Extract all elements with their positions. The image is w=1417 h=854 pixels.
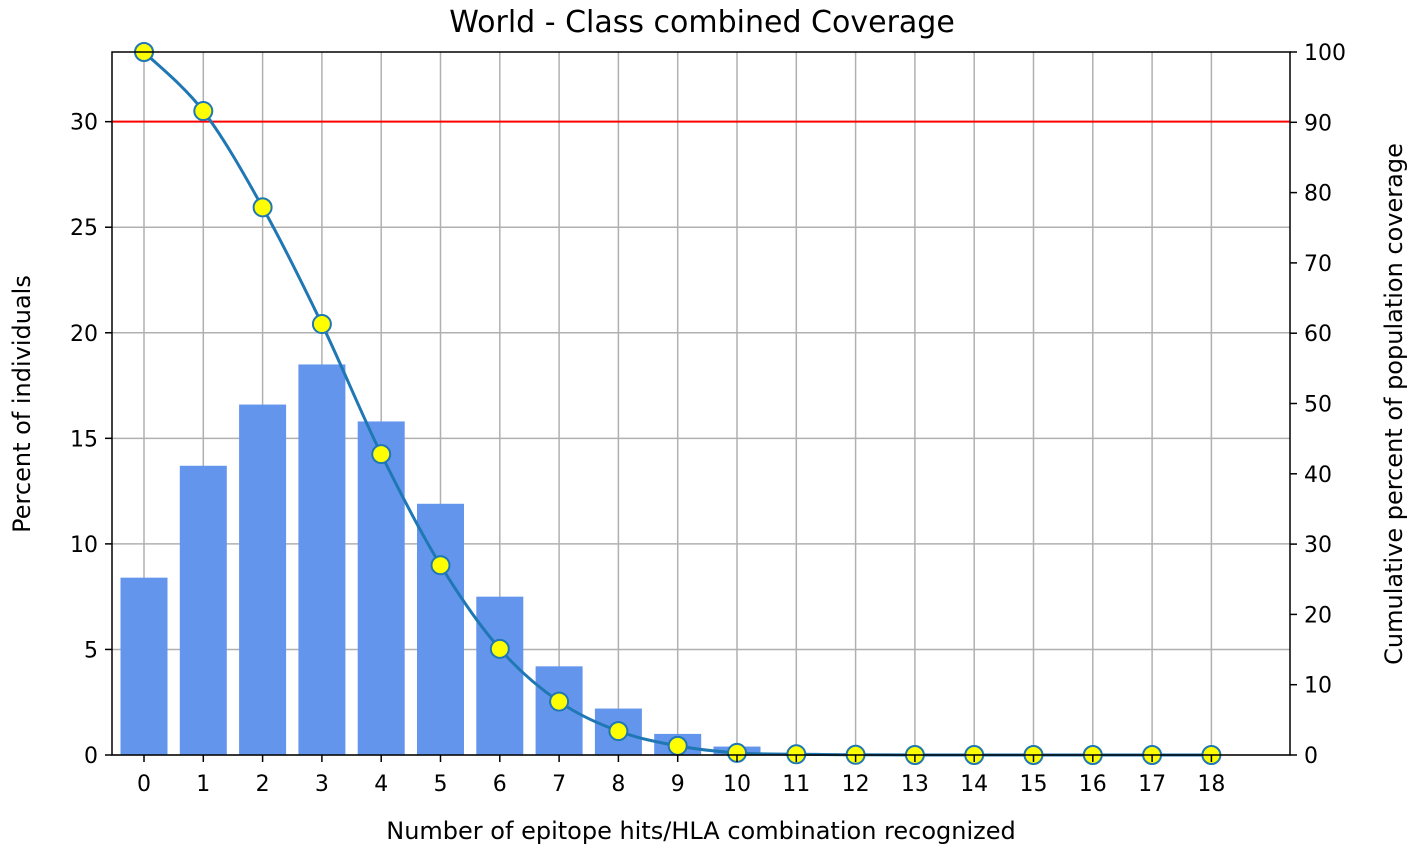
coverage-point	[252, 197, 273, 218]
bar	[179, 465, 227, 755]
x-tick-label: 2	[256, 772, 270, 797]
coverage-point	[371, 444, 392, 465]
bar-layer	[120, 364, 880, 755]
bar	[476, 596, 524, 755]
coverage-point	[667, 735, 688, 756]
x-tick-label: 16	[1079, 772, 1107, 797]
x-tick-label: 17	[1138, 772, 1166, 797]
y2-tick-label: 20	[1304, 603, 1332, 628]
coverage-point	[430, 555, 451, 576]
x-ticks: 0 1 2 3 4 5 6 7 8 9 10 11 12 13 14 15 16 17 18	[137, 755, 1225, 797]
y2-axis-label: Cumulative percent of population coverag…	[1380, 143, 1408, 665]
coverage-point	[608, 721, 629, 742]
x-tick-label: 11	[782, 772, 810, 797]
y-ticks: 0 5 10 15 20 25 30	[70, 111, 112, 769]
grid-layer	[112, 52, 1290, 756]
y-tick-label: 5	[84, 638, 98, 663]
y2-tick-label: 40	[1304, 463, 1332, 488]
y2-tick-label: 70	[1304, 252, 1332, 277]
y2-tick-label: 100	[1304, 41, 1346, 66]
y-tick-label: 0	[84, 744, 98, 769]
y-axis-label: Percent of individuals	[8, 275, 36, 533]
x-tick-label: 0	[137, 772, 151, 797]
coverage-point	[193, 101, 214, 122]
x-tick-label: 12	[842, 772, 870, 797]
y2-tick-label: 50	[1304, 393, 1332, 418]
x-tick-label: 18	[1197, 772, 1225, 797]
bar	[298, 364, 346, 755]
coverage-point	[311, 314, 332, 335]
x-tick-label: 10	[723, 772, 751, 797]
y2-tick-label: 90	[1304, 111, 1332, 136]
y2-tick-label: 10	[1304, 674, 1332, 699]
bar	[120, 577, 168, 755]
x-tick-label: 15	[1020, 772, 1048, 797]
y-tick-label: 20	[70, 322, 98, 347]
bar	[417, 503, 464, 755]
x-tick-label: 8	[611, 772, 625, 797]
x-tick-label: 6	[493, 772, 507, 797]
bar	[357, 421, 405, 755]
y2-tick-label: 60	[1304, 322, 1332, 347]
bar	[239, 404, 287, 755]
y-tick-label: 30	[70, 111, 98, 136]
x-tick-label: 1	[196, 772, 210, 797]
x-tick-label: 13	[901, 772, 929, 797]
y2-tick-label: 0	[1304, 744, 1318, 769]
y-tick-label: 10	[70, 533, 98, 558]
chart-title: World - Class combined Coverage	[449, 5, 955, 40]
y2-tick-label: 30	[1304, 533, 1332, 558]
x-tick-label: 4	[374, 772, 388, 797]
coverage-point	[489, 638, 510, 659]
x-tick-label: 7	[552, 772, 566, 797]
x-tick-label: 9	[671, 772, 685, 797]
x-axis-label: Number of epitope hits/HLA combination r…	[386, 817, 1015, 845]
y2-tick-label: 80	[1304, 182, 1332, 207]
x-tick-label: 14	[960, 772, 988, 797]
coverage-point	[549, 691, 570, 712]
x-tick-label: 3	[315, 772, 329, 797]
y-tick-label: 15	[70, 427, 98, 452]
y-tick-label: 25	[70, 216, 98, 241]
y2-ticks: 0 10 20 30 40 50 60 70 80 90 100	[1290, 41, 1346, 769]
x-tick-label: 5	[434, 772, 448, 797]
